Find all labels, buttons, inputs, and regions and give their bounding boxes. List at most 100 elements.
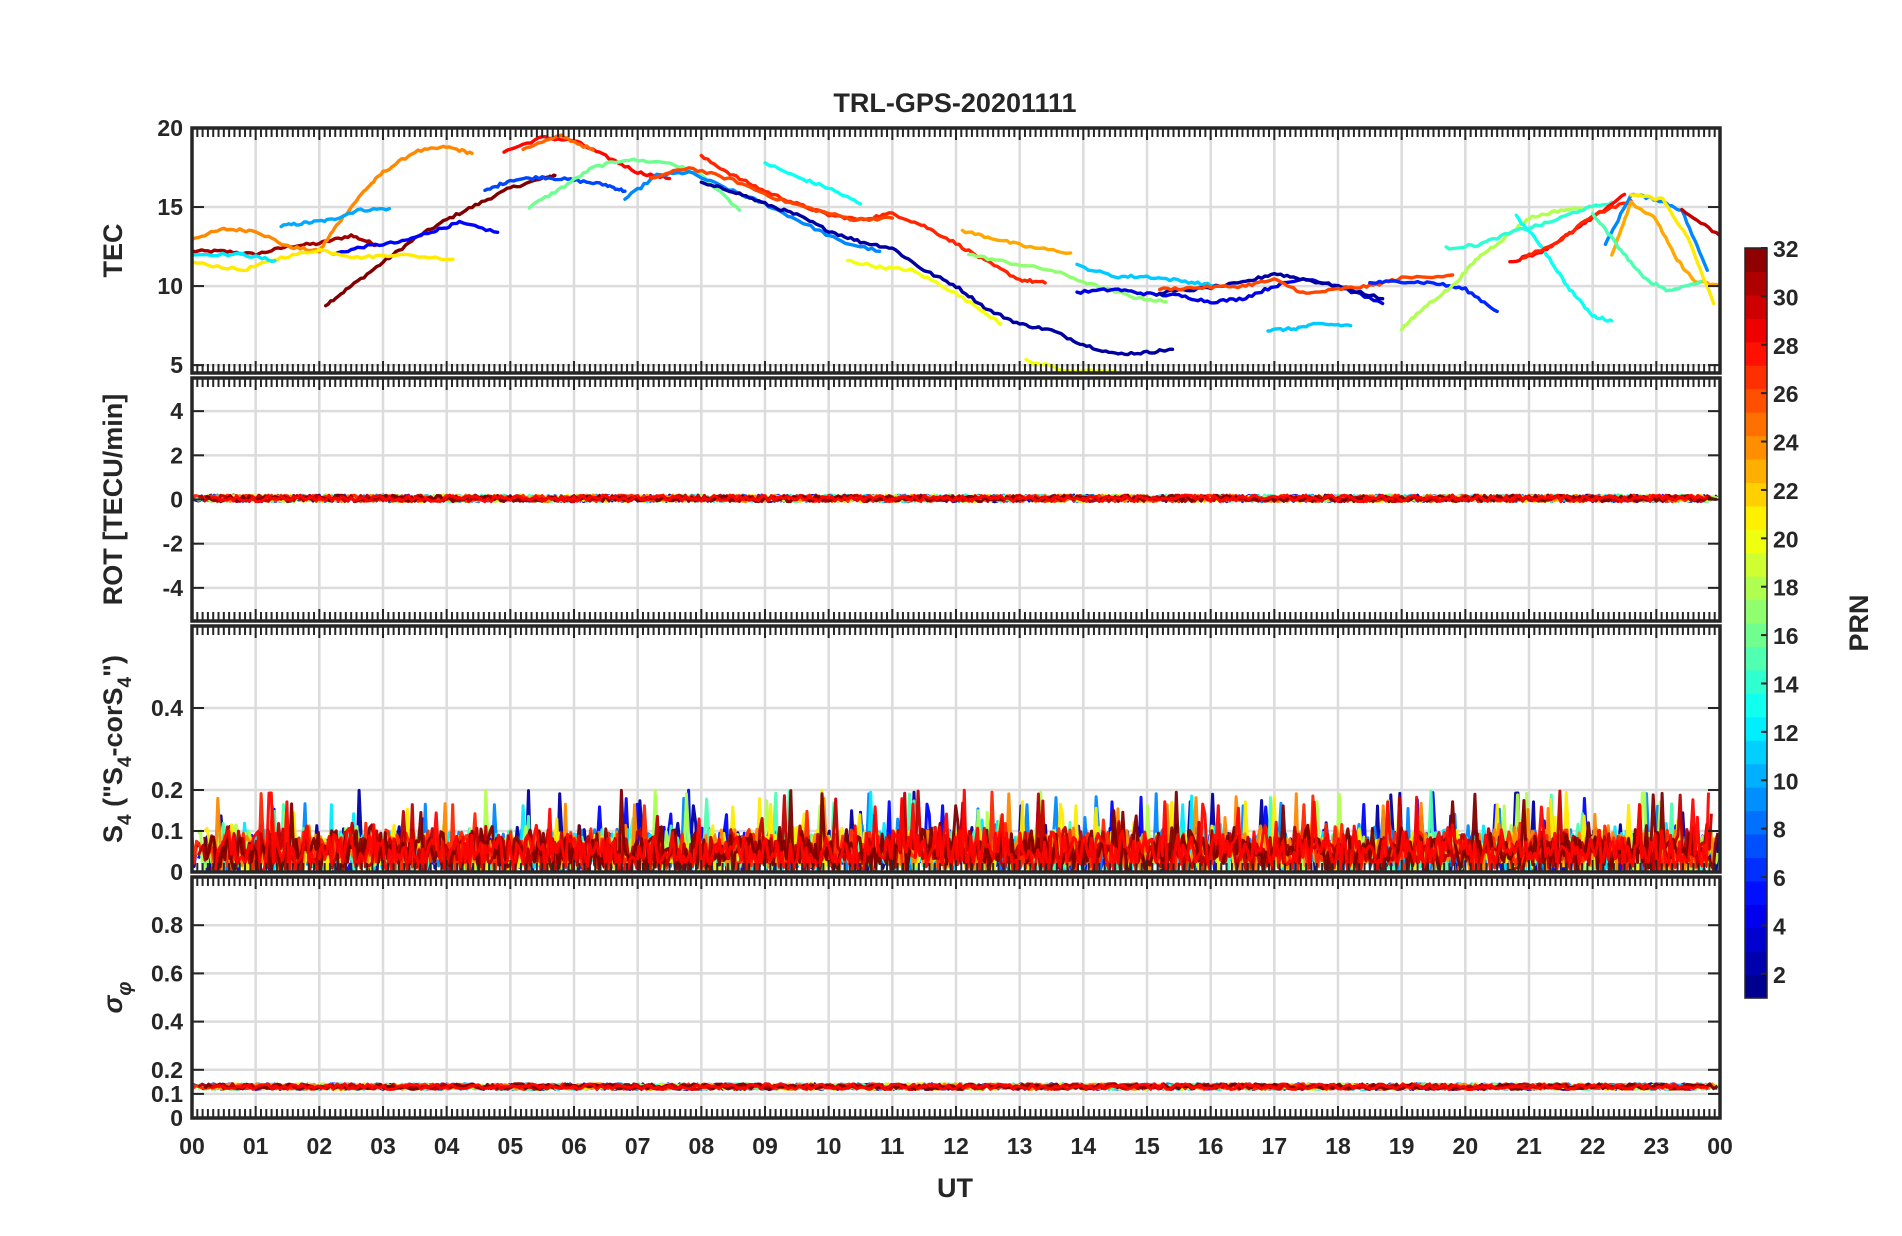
tec-trace-prn-18 xyxy=(1400,204,1595,332)
colorbar-swatch xyxy=(1745,552,1767,577)
panel-tec: 5 10 15 20 TEC xyxy=(98,115,1722,378)
ticks-s4 xyxy=(191,626,1721,873)
y-tick-label: 0.1 xyxy=(151,1081,183,1107)
tec-trace-prn-27 xyxy=(699,153,1047,285)
y-axis-label-rot: ROT [TECU/min] xyxy=(98,394,128,605)
s4-trace-prn-28 xyxy=(210,788,1710,872)
colorbar-swatch xyxy=(1745,810,1767,835)
data-s4 xyxy=(192,788,1720,872)
colorbar-swatch xyxy=(1745,412,1767,437)
y-axis-label-s4: S4 ("S4-corS4") xyxy=(98,655,136,843)
x-axis-label: UT xyxy=(937,1173,973,1203)
x-tick-label: 00 xyxy=(1707,1133,1733,1159)
tec-trace-prn-23 xyxy=(1610,200,1720,288)
colorbar-tick-label: 20 xyxy=(1773,526,1799,552)
x-tick-label: 14 xyxy=(1071,1133,1097,1159)
colorbar-tick-label: 16 xyxy=(1773,623,1799,649)
x-tick-label: 03 xyxy=(370,1133,396,1159)
colorbar-swatch xyxy=(1745,857,1767,882)
colorbar-tick-label: 28 xyxy=(1773,333,1799,359)
data-tec xyxy=(192,133,1720,373)
colorbar-tick-label: 30 xyxy=(1773,284,1799,310)
colorbar-swatch xyxy=(1745,974,1767,999)
data-rot xyxy=(192,493,1718,504)
sigma-trace-prn-28 xyxy=(210,1082,1709,1091)
tec-trace-prn-26 xyxy=(648,166,894,223)
colorbar-tick-label: 26 xyxy=(1773,381,1799,407)
ticks-tec xyxy=(191,127,1721,373)
x-tick-label: 05 xyxy=(498,1133,524,1159)
tec-trace-prn-20 xyxy=(1024,357,1117,373)
x-tick-label: 00 xyxy=(179,1133,205,1159)
x-tick-label: 09 xyxy=(752,1133,778,1159)
colorbar-swatch xyxy=(1745,951,1767,976)
colorbar-swatch xyxy=(1745,787,1767,812)
x-tick-label: 21 xyxy=(1516,1133,1542,1159)
colorbar-tick-label: 22 xyxy=(1773,478,1799,504)
colorbar-tick-label: 14 xyxy=(1773,671,1799,697)
colorbar-tick-label: 8 xyxy=(1773,817,1786,843)
grid-tec xyxy=(190,126,1722,373)
tec-trace-prn-7 xyxy=(483,175,627,194)
tec-trace-prn-6 xyxy=(1368,279,1499,314)
y-tick-label: 0.8 xyxy=(151,912,183,938)
tec-trace-prn-5 xyxy=(330,219,500,256)
x-tick-label: 02 xyxy=(307,1133,333,1159)
x-tick-label: 19 xyxy=(1389,1133,1415,1159)
tec-trace-prn-15 xyxy=(1591,211,1703,293)
tec-trace-prn-21 xyxy=(192,247,455,273)
colorbar-swatch xyxy=(1745,623,1767,648)
colorbar-swatch xyxy=(1745,388,1767,413)
x-tick-label: 15 xyxy=(1134,1133,1160,1159)
colorbar-swatch xyxy=(1745,435,1767,460)
colorbar-swatch xyxy=(1745,716,1767,741)
colorbar-swatch xyxy=(1745,248,1767,273)
x-tick-label: 08 xyxy=(689,1133,715,1159)
y-tick-label: -4 xyxy=(163,575,184,601)
colorbar-swatch xyxy=(1745,482,1767,507)
colorbar-tick-label: 6 xyxy=(1773,865,1786,891)
y-axis-label-tec: TEC xyxy=(98,224,128,278)
colorbar-swatch xyxy=(1745,646,1767,671)
x-tick-label: 04 xyxy=(434,1133,460,1159)
colorbar-swatch xyxy=(1745,271,1767,296)
colorbar-tick-label: 18 xyxy=(1773,575,1799,601)
x-tick-label: 20 xyxy=(1453,1133,1479,1159)
tec-trace-prn-2 xyxy=(699,180,1175,357)
panel-sigma: 00.10.2 0.4 0.6 0.8 σφ xyxy=(98,875,1722,1131)
colorbar-swatch xyxy=(1745,341,1767,366)
tec-trace-prn-12 xyxy=(192,251,277,263)
panel-rot: -4 -2 0 2 4 ROT [TECU/min] xyxy=(98,376,1722,623)
ticks-rot xyxy=(191,378,1721,621)
tec-trace-prn-16 xyxy=(527,157,742,212)
tec-trace-prn-13 xyxy=(1514,213,1614,323)
colorbar-swatch xyxy=(1745,576,1767,601)
y-tick-label: 0.2 xyxy=(151,777,183,803)
y-tick-label: 0.6 xyxy=(151,960,183,986)
y-tick-label: 4 xyxy=(170,398,183,424)
colorbar-swatch xyxy=(1745,904,1767,929)
colorbar-swatch xyxy=(1745,365,1767,390)
tec-trace-prn-32 xyxy=(324,173,557,308)
rot-trace-prn-28 xyxy=(210,493,1708,504)
y-tick-label: -2 xyxy=(163,531,183,557)
tec-trace-prn-11 xyxy=(1075,262,1219,288)
colorbar-swatch xyxy=(1745,669,1767,694)
y-tick-label: 0.4 xyxy=(151,695,183,721)
y-tick-label: 0.2 xyxy=(151,1057,183,1083)
colorbar-label: PRN xyxy=(1844,594,1874,651)
colorbar-swatch xyxy=(1745,458,1767,483)
x-tick-label: 13 xyxy=(1007,1133,1033,1159)
colorbar-swatch xyxy=(1745,880,1767,905)
y-tick-label: 0.1 xyxy=(151,818,183,844)
y-tick-label: 20 xyxy=(157,115,183,141)
y-tick-label: 5 xyxy=(170,352,183,378)
x-tick-label: 01 xyxy=(243,1133,269,1159)
tec-trace-prn-27 xyxy=(1520,199,1633,260)
x-tick-label: 16 xyxy=(1198,1133,1224,1159)
colorbar-tick-label: 4 xyxy=(1773,913,1786,939)
tec-trace-prn-25 xyxy=(521,133,595,152)
tec-trace-prn-17 xyxy=(967,252,1168,304)
tec-trace-prn-13 xyxy=(763,161,863,206)
